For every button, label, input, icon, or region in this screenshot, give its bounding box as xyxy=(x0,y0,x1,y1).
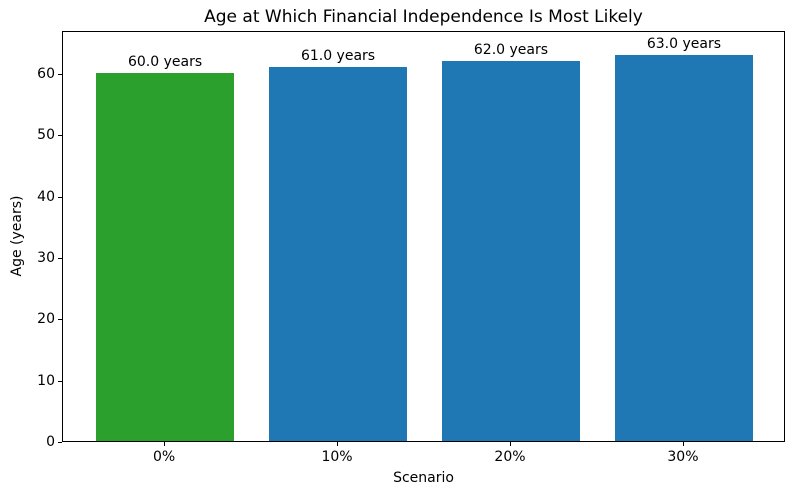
x-axis-label: Scenario xyxy=(393,470,454,486)
y-tick-label: 50 xyxy=(37,127,55,144)
chart-title: Age at Which Financial Independence Is M… xyxy=(204,7,643,27)
x-tick-mark xyxy=(164,442,166,446)
y-tick-mark xyxy=(58,319,62,321)
plot-area: 60.0 years 61.0 years 62.0 years 63.0 years xyxy=(62,31,785,442)
y-tick-mark xyxy=(58,73,62,75)
y-tick-label: 30 xyxy=(37,249,55,266)
y-tick-mark xyxy=(58,380,62,382)
bar-value-label: 63.0 years xyxy=(646,35,722,52)
x-tick-label: 10% xyxy=(321,449,353,465)
y-tick-mark xyxy=(58,135,62,137)
y-tick-label: 0 xyxy=(46,434,55,450)
bar xyxy=(441,60,581,441)
y-tick-mark xyxy=(58,257,62,259)
x-tick-mark xyxy=(509,442,511,446)
y-axis-label: Age (years) xyxy=(9,195,25,277)
x-tick-mark xyxy=(337,442,339,446)
y-tick-mark xyxy=(58,442,62,443)
x-tick-label: 0% xyxy=(152,449,176,465)
x-tick-mark xyxy=(682,442,684,446)
bar-value-label: 61.0 years xyxy=(300,47,376,64)
y-tick-label: 10 xyxy=(37,372,55,389)
y-tick-label: 20 xyxy=(37,311,55,328)
y-tick-mark xyxy=(58,196,62,198)
bar xyxy=(95,72,235,441)
x-tick-label: 30% xyxy=(667,449,699,465)
bar-value-label: 60.0 years xyxy=(127,53,203,70)
x-tick-label: 20% xyxy=(494,449,526,465)
bar-value-label: 62.0 years xyxy=(473,41,549,58)
bar xyxy=(268,66,408,441)
bar xyxy=(614,54,754,441)
y-tick-label: 60 xyxy=(37,65,55,82)
y-tick-label: 40 xyxy=(37,188,55,205)
